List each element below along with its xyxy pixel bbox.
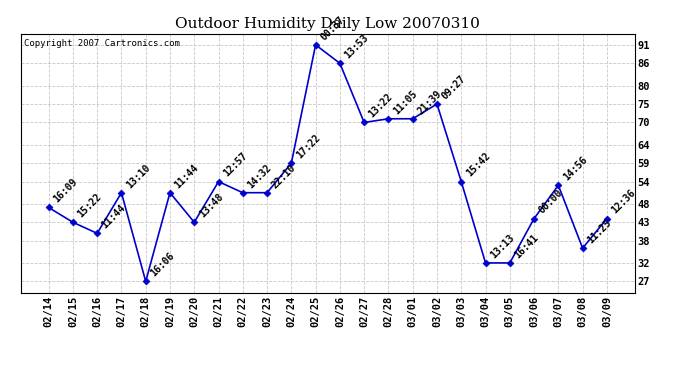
Text: 00:00: 00:00 xyxy=(537,188,564,216)
Text: 12:36: 12:36 xyxy=(610,188,638,216)
Text: 11:25: 11:25 xyxy=(585,217,613,245)
Text: 13:48: 13:48 xyxy=(197,192,225,219)
Text: Copyright 2007 Cartronics.com: Copyright 2007 Cartronics.com xyxy=(23,39,179,48)
Text: 13:22: 13:22 xyxy=(367,92,395,120)
Title: Outdoor Humidity Daily Low 20070310: Outdoor Humidity Daily Low 20070310 xyxy=(175,17,480,31)
Text: 13:10: 13:10 xyxy=(124,162,152,190)
Text: 14:56: 14:56 xyxy=(561,154,589,183)
Text: 11:05: 11:05 xyxy=(391,88,419,116)
Text: 11:44: 11:44 xyxy=(172,162,201,190)
Text: 12:57: 12:57 xyxy=(221,151,249,179)
Text: 00:37: 00:37 xyxy=(318,14,346,42)
Text: 13:53: 13:53 xyxy=(343,33,371,60)
Text: 15:42: 15:42 xyxy=(464,151,492,179)
Text: 16:06: 16:06 xyxy=(148,251,177,279)
Text: 15:22: 15:22 xyxy=(76,192,104,219)
Text: 22:10: 22:10 xyxy=(270,162,297,190)
Text: 14:32: 14:32 xyxy=(246,162,273,190)
Text: 13:13: 13:13 xyxy=(489,232,516,260)
Text: 17:22: 17:22 xyxy=(294,132,322,160)
Text: 09:27: 09:27 xyxy=(440,74,468,101)
Text: 21:39: 21:39 xyxy=(415,88,443,116)
Text: 16:41: 16:41 xyxy=(513,232,540,260)
Text: 16:09: 16:09 xyxy=(51,177,79,205)
Text: 11:44: 11:44 xyxy=(100,203,128,231)
